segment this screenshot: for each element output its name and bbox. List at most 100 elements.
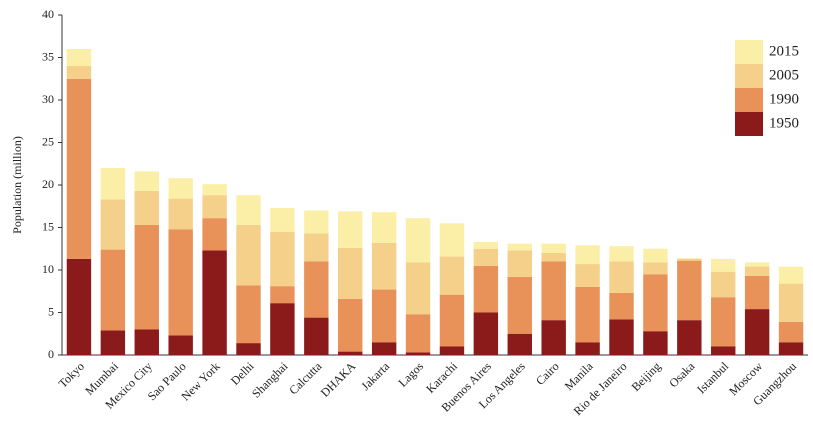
- bar-segment: [778, 342, 804, 355]
- bar-segment: [66, 66, 92, 79]
- bar-segment: [609, 246, 634, 262]
- y-tick-label: 5: [48, 304, 54, 318]
- legend-label: 2015: [769, 43, 799, 59]
- x-tick-label: Osaka: [666, 359, 698, 391]
- bar-segment: [541, 261, 566, 321]
- bar-segment: [338, 211, 363, 248]
- bar-segment: [575, 287, 600, 343]
- bar-segment: [405, 262, 431, 315]
- bar-segment: [304, 233, 329, 262]
- legend-label: 2005: [769, 67, 799, 83]
- bar-segment: [507, 243, 532, 251]
- bar-segment: [270, 303, 295, 355]
- bar-segment: [338, 298, 363, 352]
- legend-swatch: [735, 112, 763, 136]
- y-axis-label: Population (million): [10, 136, 24, 234]
- y-tick-label: 15: [42, 219, 54, 233]
- bar-segment: [304, 261, 329, 318]
- bar-segment: [236, 343, 261, 355]
- y-tick-label: 30: [42, 92, 54, 106]
- y-tick-label: 25: [42, 134, 54, 148]
- x-tick-label: Lagos: [395, 359, 426, 390]
- bar-segment: [507, 250, 532, 277]
- bar-segment: [677, 320, 702, 355]
- bar-segment: [371, 342, 397, 355]
- bar-segment: [677, 258, 702, 261]
- x-tick-label: Shanghai: [249, 359, 291, 401]
- x-tick-label: Tokyo: [56, 359, 87, 390]
- bar-segment: [507, 276, 532, 334]
- bar-segment: [575, 245, 600, 265]
- bar-segment: [609, 319, 634, 355]
- bar-segment: [609, 261, 634, 293]
- bar-segment: [744, 266, 770, 276]
- bar-segment: [134, 224, 159, 330]
- x-tick-label: Istanbul: [694, 359, 732, 397]
- bar-segment: [711, 297, 736, 347]
- bar-segment: [575, 342, 600, 355]
- bar-segment: [100, 330, 126, 355]
- bar-segment: [270, 286, 295, 304]
- bar-segment: [711, 346, 736, 355]
- bar-segment: [541, 243, 566, 253]
- bar-segment: [677, 258, 702, 259]
- bar-segment: [744, 309, 770, 355]
- bar-segment: [473, 312, 499, 355]
- x-tick-label: Jakarta: [358, 359, 392, 393]
- bar-segment: [371, 289, 397, 343]
- bar-segment: [270, 207, 295, 232]
- bar-segment: [66, 49, 92, 66]
- y-tick-label: 10: [42, 262, 54, 276]
- bar-segment: [778, 266, 804, 284]
- y-tick-label: 20: [42, 177, 54, 191]
- bar-segment: [609, 292, 634, 320]
- legend-swatch: [735, 64, 763, 88]
- bar-segment: [507, 333, 532, 355]
- bar-segment: [405, 352, 431, 355]
- y-tick-label: 0: [48, 347, 54, 361]
- legend-label: 1950: [769, 115, 799, 131]
- bar-segment: [439, 256, 465, 295]
- y-tick-label: 40: [42, 7, 54, 21]
- bar-segment: [304, 210, 329, 234]
- bar-segment: [439, 294, 465, 347]
- bar-segment: [405, 218, 431, 263]
- bar-segment: [575, 264, 600, 287]
- bar-segment: [168, 198, 193, 230]
- bar-segment: [100, 168, 126, 200]
- bar-segment: [371, 242, 397, 290]
- x-tick-label: Cairo: [533, 359, 562, 388]
- bar-segment: [439, 223, 465, 257]
- bar-segment: [304, 317, 329, 355]
- bar-segment: [473, 265, 499, 313]
- x-tick-label: Delhi: [228, 359, 257, 388]
- bar-segment: [202, 250, 227, 355]
- bar-segment: [236, 195, 261, 225]
- bar-segment: [168, 229, 193, 336]
- bar-segment: [66, 258, 92, 355]
- bar-segment: [202, 184, 227, 196]
- bar-segment: [473, 248, 499, 266]
- y-tick-label: 35: [42, 49, 54, 63]
- bar-segment: [541, 320, 566, 355]
- bar-segment: [778, 321, 804, 343]
- legend-swatch: [735, 88, 763, 112]
- bar-segment: [643, 248, 668, 263]
- bar-segment: [677, 260, 702, 321]
- x-tick-label: DHAKA: [318, 359, 359, 400]
- bar-segment: [134, 329, 159, 355]
- bar-segment: [643, 262, 668, 275]
- bar-segment: [236, 285, 261, 344]
- bar-segment: [711, 271, 736, 298]
- bar-segment: [405, 314, 431, 353]
- bar-segment: [168, 178, 193, 199]
- bar-segment: [134, 171, 159, 191]
- bar-segment: [270, 231, 295, 287]
- bar-segment: [168, 335, 193, 355]
- bar-segment: [100, 249, 126, 331]
- bar-segment: [202, 195, 227, 219]
- legend-swatch: [735, 40, 763, 64]
- bar-segment: [643, 274, 668, 332]
- bar-segment: [473, 241, 499, 249]
